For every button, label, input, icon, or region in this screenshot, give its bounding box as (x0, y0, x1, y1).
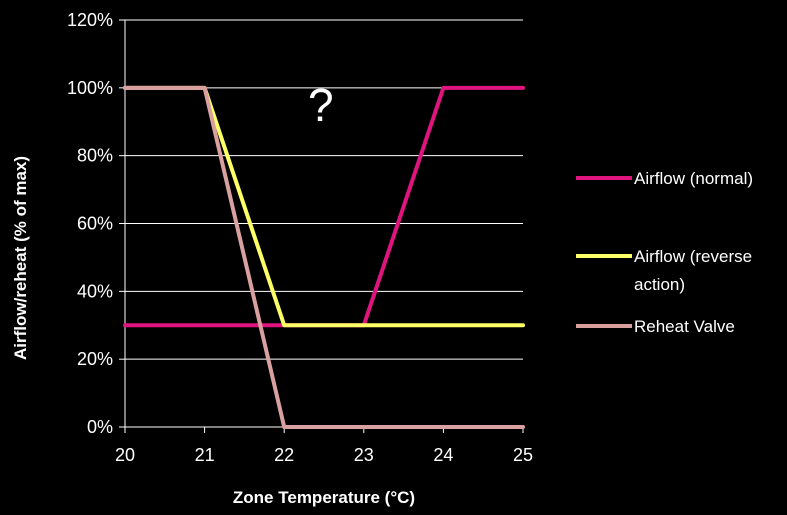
question-mark-annotation: ? (308, 79, 334, 131)
x-tick-label-25: 25 (513, 445, 533, 465)
y-tick-label-120%: 120% (67, 10, 113, 30)
legend-label-1-1: action) (634, 275, 685, 294)
y-tick-label-0%: 0% (87, 417, 113, 437)
legend: Airflow (normal) Airflow (reverse action) R… (576, 169, 753, 336)
series-line-2 (123, 85, 525, 429)
gridlines (125, 19, 523, 360)
legend-label-2-0: Reheat Valve (634, 317, 735, 336)
y-tick-label-100%: 100% (67, 78, 113, 98)
y-tick-label-20%: 20% (77, 349, 113, 369)
series-line-0 (123, 85, 525, 328)
y-tick-label-80%: 80% (77, 146, 113, 166)
y-axis-title: Airflow/reheat (% of max) (11, 156, 30, 360)
x-axis-title: Zone Temperature (°C) (233, 488, 415, 507)
x-tick-label-21: 21 (195, 445, 215, 465)
x-tick-label-22: 22 (274, 445, 294, 465)
y-tick-label-40%: 40% (77, 281, 113, 301)
x-tick-label-23: 23 (354, 445, 374, 465)
legend-label-0-0: Airflow (normal) (634, 169, 753, 188)
plot-area (123, 85, 525, 429)
x-tick-label-24: 24 (433, 445, 453, 465)
legend-label-1-0: Airflow (reverse (634, 247, 752, 266)
tick-labels: 0% 20% 40% 60% 80% 100% 120% 20 21 22 23 24 25 (67, 10, 533, 465)
x-tick-label-20: 20 (115, 445, 135, 465)
y-tick-label-60%: 60% (77, 214, 113, 234)
